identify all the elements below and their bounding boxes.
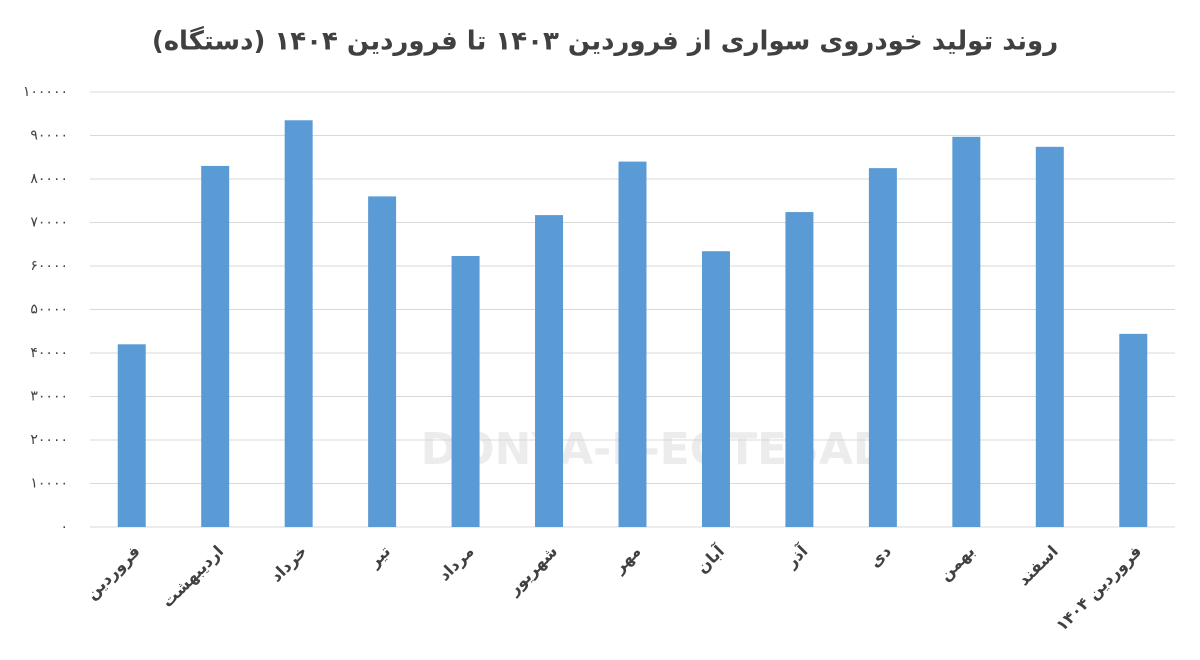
bar	[701, 251, 730, 527]
bar	[785, 212, 814, 527]
bar	[618, 161, 647, 527]
bar	[952, 136, 981, 527]
bar	[451, 255, 480, 527]
chart-title: روند تولید خودروی سواری از فروردین ۱۴۰۳ …	[152, 26, 1058, 57]
bar	[284, 120, 313, 528]
y-tick-label: ۶۰۰۰۰	[30, 258, 68, 274]
bar	[1119, 333, 1148, 527]
bar	[868, 168, 897, 527]
bar	[117, 344, 146, 527]
y-tick-label: ۷۰۰۰۰	[30, 215, 68, 231]
y-tick-label: ۲۰۰۰۰	[30, 432, 68, 448]
y-tick-label: ۸۰۰۰۰	[30, 171, 68, 187]
y-tick-label: ۹۰۰۰۰	[30, 128, 68, 144]
bar	[201, 165, 230, 527]
y-tick-label: ۰	[60, 519, 68, 535]
y-tick-label: ۱۰۰۰۰	[30, 476, 68, 492]
bar	[1035, 146, 1064, 527]
y-tick-label: ۱۰۰۰۰۰	[23, 84, 68, 100]
bar	[368, 196, 397, 527]
y-tick-label: ۳۰۰۰۰	[30, 389, 68, 405]
y-tick-label: ۴۰۰۰۰	[30, 345, 68, 361]
y-tick-label: ۵۰۰۰۰	[30, 302, 68, 318]
watermark: DONYA-E-EQTESAD	[421, 424, 890, 475]
bar	[535, 215, 564, 528]
